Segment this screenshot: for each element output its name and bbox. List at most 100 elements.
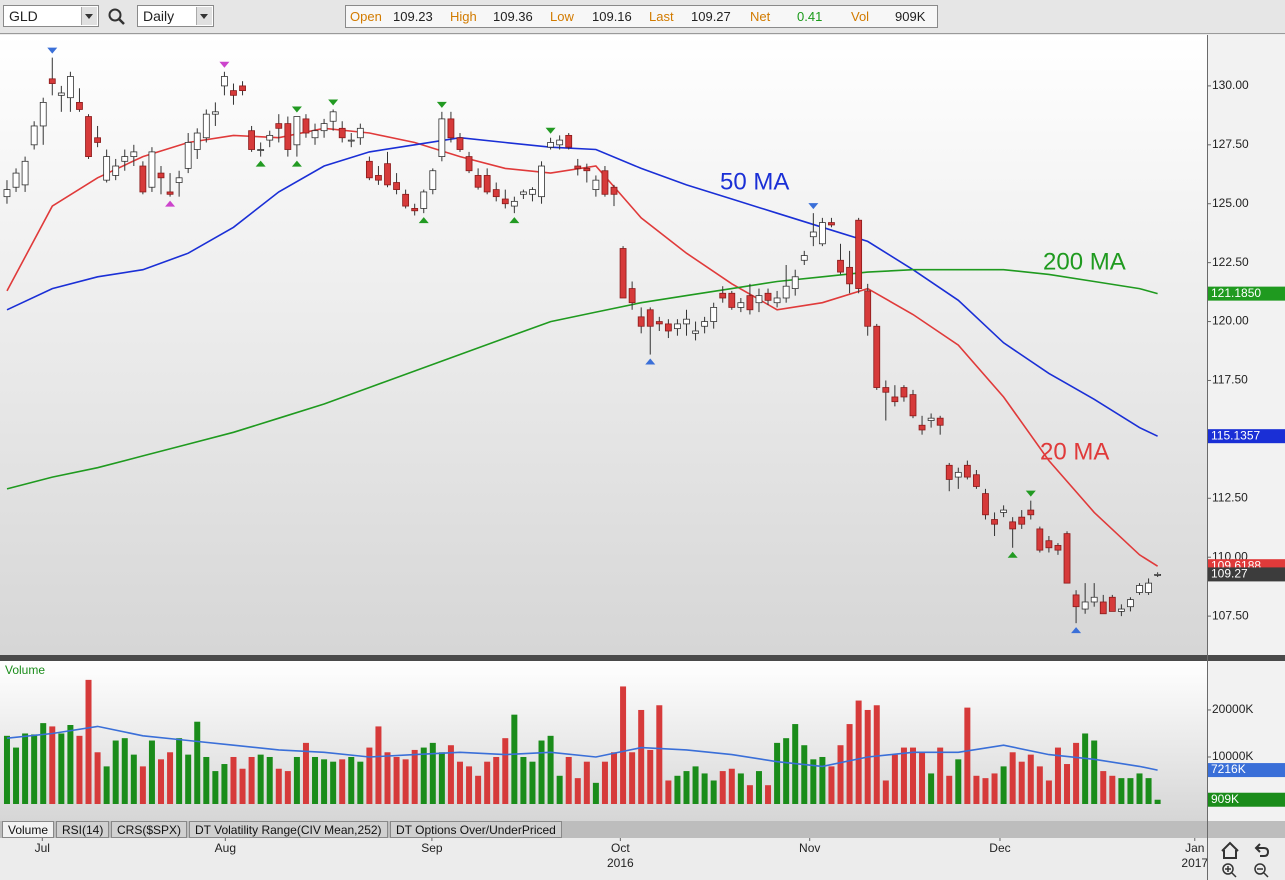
y-tick-label: 127.50 [1212,137,1249,151]
volume-bar [466,766,473,804]
quote-value: 109.36 [493,9,533,24]
volume-bar [375,726,382,804]
volume-bar [85,679,92,804]
volume-bar [76,735,83,804]
y-tick-label: 120.00 [1212,314,1249,328]
candle-body [737,302,745,308]
candle-body [76,101,83,110]
x-tick-label: Jan [1185,841,1204,855]
candle-body [1145,582,1152,593]
candle-body [384,163,391,186]
candle-body [547,142,554,148]
candle-body [402,193,410,207]
candle-body [954,471,962,478]
quote-label: Net [750,9,771,24]
value-tag [1208,792,1285,807]
volume-bar [1045,780,1052,804]
volume-bar [475,775,482,804]
volume-bar [1145,778,1152,804]
volume-bar [529,761,536,804]
volume-bar [22,733,29,804]
candle-body [773,297,781,304]
moving-average [6,127,1159,567]
volume-bar [3,735,10,804]
signal-marker [1025,490,1036,497]
zoom-out-icon[interactable] [1254,863,1269,878]
candle-body [846,266,853,285]
candle-body [882,387,890,393]
candle-body [864,290,872,327]
volume-bar [194,721,201,804]
volume-bar [656,705,663,804]
candle-body [275,123,283,129]
volume-bar [13,747,20,804]
volume-bar [212,771,219,804]
candle-body [48,78,56,84]
candle-body [818,222,826,245]
candle-body [266,134,274,141]
volume-label: Volume [5,663,45,677]
volume-bar [94,752,101,804]
candle-body [447,118,455,139]
home-icon[interactable] [1221,841,1239,859]
candle-body [320,123,328,132]
signal-marker [1071,627,1082,634]
candle-body [1063,533,1071,584]
volume-bar [330,761,337,804]
volume-bar [148,740,155,804]
value-tag [1208,429,1285,444]
candle-body [674,323,681,330]
candle-body [148,151,156,188]
study-tab[interactable]: RSI(14) [56,821,110,838]
dropdown-arrow[interactable] [196,7,212,25]
study-tab[interactable]: Volume [2,821,55,838]
candle-body [510,200,518,207]
candle-body [900,387,908,398]
volume-bar [384,752,391,804]
volume-bar [556,775,563,804]
candle-body [311,130,319,139]
signal-marker [328,99,339,106]
candle-body [610,186,618,195]
dropdown-arrow[interactable] [81,7,97,25]
study-tab[interactable]: DT Options Over/UnderPriced [390,821,562,838]
quote-value: 109.27 [691,9,731,24]
volume-bar [810,759,817,804]
candle-body [230,90,237,96]
candle-body [991,519,998,525]
volume-average [6,725,1158,771]
candle-body [1108,596,1116,612]
candle-body [529,189,536,195]
volume-bar [592,782,599,804]
back-icon[interactable] [1254,843,1270,857]
volume-bar [339,759,346,804]
candle-body [175,177,183,183]
series-name: 50 MA [720,168,789,195]
signal-marker [255,160,266,167]
volume-bar [638,709,645,804]
volume-bar [955,759,962,804]
candle-body [1127,599,1134,608]
candle-body [973,474,980,487]
volume-bar [973,775,980,804]
candle-body [601,170,609,195]
x-axis: Jul Aug Sep Oct Nov Dec Jan 2016 2017 [35,838,1207,870]
study-tab[interactable]: DT Volatility Range(CIV Mean,252) [189,821,388,838]
quote-strip: Open 109.23 High 109.36 Low 109.16 Last 109.27 N… [345,5,938,28]
symbol-input[interactable]: GLD [3,5,99,27]
study-tab[interactable]: CRS($SPX) [111,821,188,838]
candle-body [982,493,989,516]
candle-body [1036,528,1044,551]
volume-bar [312,756,319,804]
search-icon[interactable] [107,7,127,27]
zoom-in-icon[interactable] [1222,863,1237,878]
volume-bar [746,785,753,804]
volume-bar [620,686,627,804]
volume-bar [139,766,146,804]
candle-body [701,321,709,327]
volume-bar [58,733,65,804]
interval-select[interactable]: Daily [137,5,214,27]
volume-bar [112,740,119,804]
volume-bar [176,738,183,804]
